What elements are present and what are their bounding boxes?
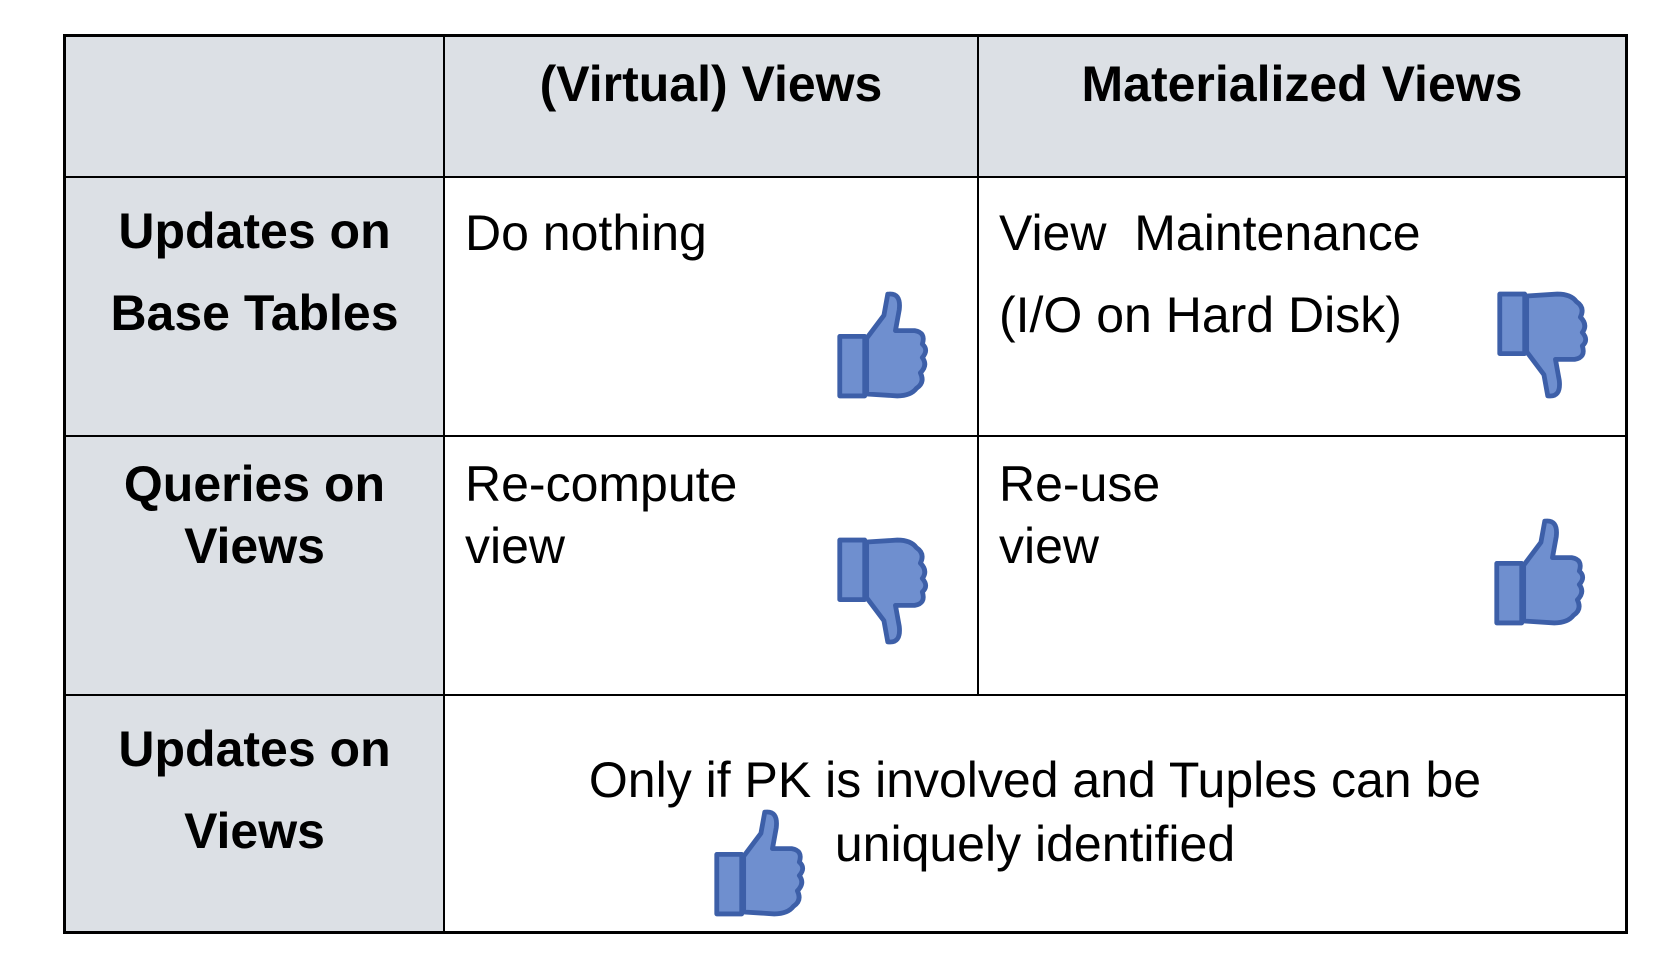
thumbs-up-icon <box>834 288 930 404</box>
thumbs-up-graphic <box>714 809 806 917</box>
cell-text: Do nothing <box>465 205 707 261</box>
cell-materialized-updates-base: View Maintenance (I/O on Hard Disk) <box>979 178 1625 437</box>
thumbs-down-graphic <box>1497 291 1589 399</box>
cell-text: Re-compute <box>465 456 738 512</box>
cell-text: View Maintenance <box>999 205 1421 261</box>
comparison-table: (Virtual) Views Materialized Views Updat… <box>63 34 1628 934</box>
cell-text: Only if PK is involved and Tuples can be <box>588 752 1482 808</box>
row-header-queries-on-views: Queries on Views <box>66 437 445 696</box>
row-header-updates-on-base-tables: Updates on Base Tables <box>66 178 445 437</box>
row-header-line: Queries on <box>123 456 386 512</box>
cell-virtual-updates-base: Do nothing <box>445 178 979 437</box>
cell-virtual-queries: Re-compute view <box>445 437 979 696</box>
row-header-line: Views <box>184 803 325 859</box>
row-header-line: Views <box>184 518 325 574</box>
thumbs-up-icon <box>1491 515 1587 631</box>
thumbs-up-icon <box>711 806 807 922</box>
cell-text: uniquely identified <box>834 816 1236 872</box>
row-header-updates-on-views: Updates on Views <box>66 696 445 931</box>
column-header-materialized-views: Materialized Views <box>979 37 1625 178</box>
corner-cell <box>66 37 445 178</box>
thumbs-down-icon <box>1494 286 1590 402</box>
column-header-virtual-views: (Virtual) Views <box>445 37 979 178</box>
thumbs-down-graphic <box>837 537 929 645</box>
cell-materialized-queries: Re-use view <box>979 437 1625 696</box>
row-header-line: Updates on <box>118 721 391 777</box>
cell-text: view <box>465 518 566 574</box>
cell-text: Re-use <box>999 456 1161 512</box>
row-header-line: Updates on <box>118 203 391 259</box>
row-header-line: Base Tables <box>110 285 399 341</box>
cell-text: view <box>999 518 1100 574</box>
cell-both-updates-on-views: Only if PK is involved and Tuples can be… <box>445 696 1625 931</box>
thumbs-up-graphic <box>1494 518 1586 626</box>
cell-text: (I/O on Hard Disk) <box>999 287 1402 343</box>
thumbs-up-graphic <box>837 291 929 399</box>
thumbs-down-icon <box>834 532 930 648</box>
